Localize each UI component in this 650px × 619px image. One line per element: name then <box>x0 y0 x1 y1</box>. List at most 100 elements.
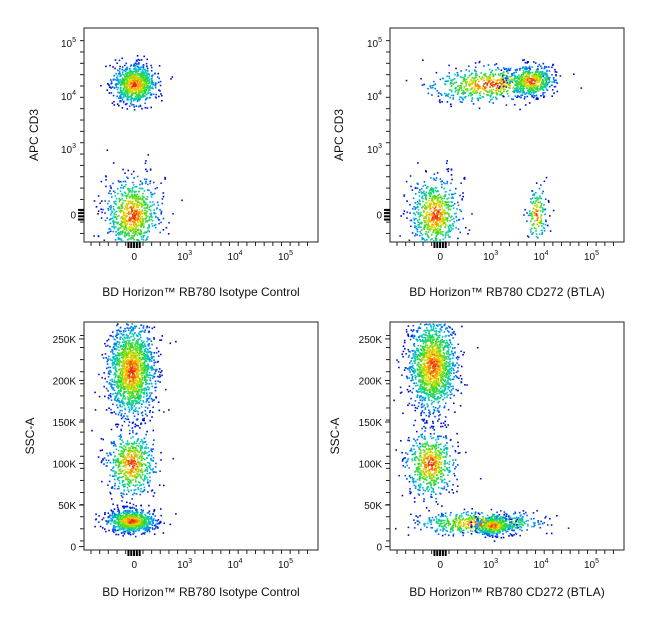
event-dot <box>535 191 537 194</box>
event-dot <box>127 200 130 202</box>
event-dot <box>106 340 108 342</box>
event-dot <box>126 108 129 110</box>
event-dot <box>123 343 125 346</box>
event-dot <box>509 75 512 78</box>
event-dot <box>109 358 111 360</box>
event-dot <box>118 376 120 379</box>
event-dot <box>134 403 137 405</box>
event-dot <box>109 366 112 369</box>
event-dot <box>126 97 129 100</box>
event-dot <box>160 182 162 184</box>
event-dot <box>486 77 489 79</box>
event-dot <box>500 93 503 96</box>
event-dot <box>425 193 427 196</box>
event-dot <box>526 74 529 76</box>
event-dot <box>123 212 126 215</box>
event-dot <box>109 379 112 381</box>
event-dot <box>434 87 437 90</box>
event-dot <box>124 103 127 106</box>
event-dot <box>497 73 500 75</box>
event-dot <box>527 61 530 63</box>
event-dot <box>455 187 457 190</box>
event-dot <box>460 82 462 84</box>
event-dot <box>120 94 122 96</box>
event-dot <box>469 85 471 87</box>
event-dot <box>146 97 149 99</box>
event-dot <box>134 209 136 212</box>
event-dot <box>125 352 128 354</box>
event-dot <box>128 70 131 72</box>
event-dot <box>536 206 538 209</box>
event-dot <box>428 228 431 230</box>
event-dot <box>114 67 116 70</box>
event-dot <box>136 89 138 91</box>
event-dot <box>442 182 445 184</box>
event-dot <box>497 84 499 87</box>
event-dot <box>437 213 440 216</box>
event-dot <box>526 89 529 92</box>
event-dot <box>147 79 149 82</box>
event-dot <box>141 197 144 200</box>
event-dot <box>467 233 469 235</box>
event-dot <box>148 75 151 78</box>
event-dot <box>493 78 495 81</box>
event-dot <box>544 208 547 210</box>
event-dot <box>523 214 525 216</box>
event-dot <box>137 368 140 370</box>
event-dot <box>424 207 426 210</box>
event-dot <box>134 376 136 378</box>
event-dot <box>148 230 151 233</box>
event-dot <box>539 88 542 90</box>
event-dot <box>129 399 131 401</box>
event-dot <box>420 240 423 243</box>
event-dot <box>129 379 131 382</box>
event-dot <box>542 223 545 225</box>
event-dot <box>129 73 132 76</box>
event-dot <box>140 187 142 190</box>
event-dot <box>118 361 120 364</box>
event-dot <box>124 180 127 183</box>
event-dot <box>514 81 517 83</box>
event-dot <box>151 216 153 218</box>
event-dot <box>451 80 453 82</box>
event-dot <box>536 199 539 201</box>
event-dot <box>537 80 539 83</box>
event-dot <box>131 197 134 200</box>
event-dot <box>139 397 142 400</box>
event-dot <box>123 100 125 103</box>
event-dot <box>448 236 450 238</box>
event-dot <box>525 67 527 70</box>
event-dot <box>501 72 503 75</box>
event-dot <box>142 71 144 73</box>
event-dot <box>146 58 148 61</box>
event-dot <box>127 398 129 400</box>
event-dot <box>157 380 159 382</box>
event-dot <box>146 198 148 201</box>
event-dot <box>132 186 134 189</box>
event-dot <box>98 395 101 398</box>
event-dot <box>130 362 132 364</box>
event-dot <box>151 222 153 225</box>
event-dot <box>433 178 436 181</box>
event-dot <box>544 67 546 69</box>
event-dot <box>143 365 146 368</box>
event-dot <box>138 87 140 89</box>
event-dot <box>145 202 147 204</box>
event-dot <box>116 221 119 224</box>
event-dot <box>439 221 442 224</box>
event-dot <box>127 355 129 357</box>
event-dot <box>115 216 117 219</box>
event-dot <box>149 85 151 88</box>
event-dot <box>439 232 441 234</box>
event-dot <box>131 71 133 73</box>
event-dot <box>132 92 134 94</box>
event-dot <box>119 233 122 236</box>
event-dot <box>535 210 537 213</box>
event-dot <box>153 203 155 206</box>
event-dot <box>124 200 126 202</box>
event-dot <box>139 88 141 90</box>
event-dot <box>122 180 125 183</box>
event-dot <box>509 69 511 71</box>
event-dot <box>539 222 541 224</box>
event-dot <box>538 74 541 76</box>
